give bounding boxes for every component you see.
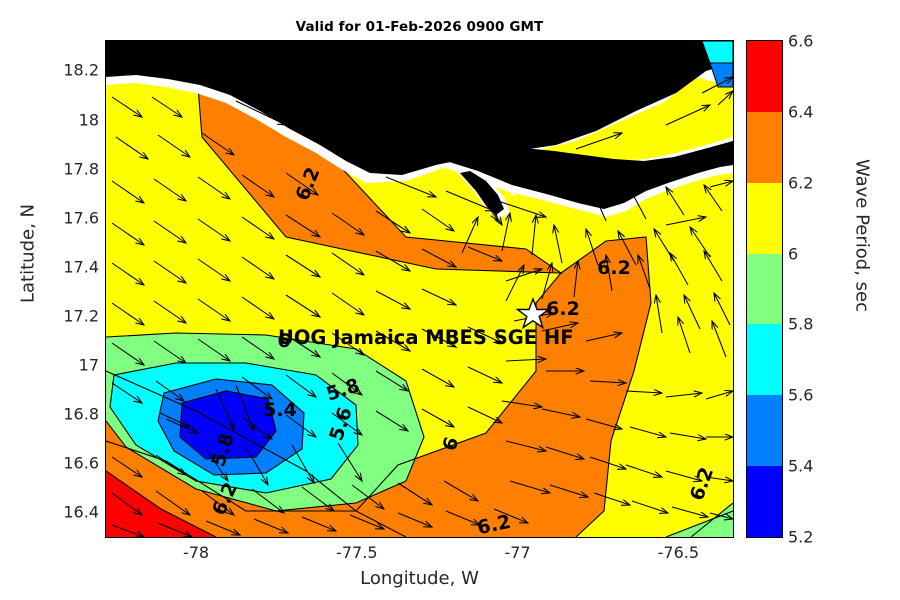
colorbar-tick-label: 6.2 — [788, 173, 814, 193]
colorbar-tick-label: 5.8 — [788, 314, 814, 334]
y-tick-label: 17.4 — [63, 257, 99, 277]
colorbar-tick-label: 5.4 — [788, 456, 814, 476]
station-label: UOG Jamaica MBES SGE HF — [278, 326, 574, 349]
plot-area[interactable]: 6.26.26.265.85.45.65.866.26.26.26 UOG Ja… — [105, 40, 734, 538]
x-tick-label: -77 — [504, 543, 531, 562]
y-tick-label: 17.6 — [63, 208, 99, 228]
y-tick-label: 18.2 — [63, 60, 99, 80]
colorbar-band — [747, 395, 782, 467]
colorbar-tick-label: 6.4 — [788, 102, 814, 122]
contour-label: 6 — [277, 330, 291, 352]
colorbar-band — [747, 324, 782, 396]
contour-field — [106, 41, 733, 537]
x-tick-label: -77.5 — [336, 543, 378, 562]
x-axis-ticks: -78 -77.5 -77 -76.5 — [105, 543, 734, 567]
colorbar-tick-label: 6.6 — [788, 31, 814, 51]
colorbar-tick-label: 5.2 — [788, 527, 814, 547]
colorbar-band — [747, 466, 782, 537]
colorbar-band — [747, 41, 782, 112]
colorbar-tick-label: 6 — [788, 244, 799, 264]
chart-title: Valid for 01-Feb-2026 0900 GMT — [295, 19, 544, 35]
y-axis-ticks: 16.4 16.6 16.8 17 17.2 17.4 17.6 17.8 18 18.2 — [0, 40, 99, 538]
y-axis-label: Latitude, N — [17, 204, 39, 303]
y-tick-label: 16.8 — [63, 404, 99, 424]
colorbar-band — [747, 182, 782, 254]
colorbar-label: Wave Period, sec — [851, 158, 873, 313]
x-tick-label: -76.5 — [657, 543, 700, 562]
colorbar-band — [747, 253, 782, 325]
x-axis-label: Longitude, W — [360, 568, 479, 589]
contour-label: 6.2 — [597, 257, 631, 279]
colorbar-band — [747, 111, 782, 183]
colorbar-ticks: 5.2 5.4 5.6 5.8 6 6.2 6.4 6.6 — [788, 32, 848, 547]
star-marker[interactable] — [516, 297, 550, 331]
contour-label: 5.4 — [263, 399, 297, 421]
y-tick-label: 16.6 — [63, 453, 99, 473]
y-tick-label: 18 — [78, 110, 99, 130]
colorbar[interactable] — [746, 40, 783, 538]
y-tick-label: 16.4 — [63, 502, 99, 522]
y-tick-label: 17.8 — [63, 159, 99, 179]
contour-label: 6.2 — [546, 298, 580, 320]
y-tick-label: 17.2 — [63, 306, 99, 326]
x-tick-label: -78 — [182, 543, 210, 562]
colorbar-tick-label: 5.6 — [788, 385, 814, 405]
y-tick-label: 17 — [78, 355, 99, 375]
